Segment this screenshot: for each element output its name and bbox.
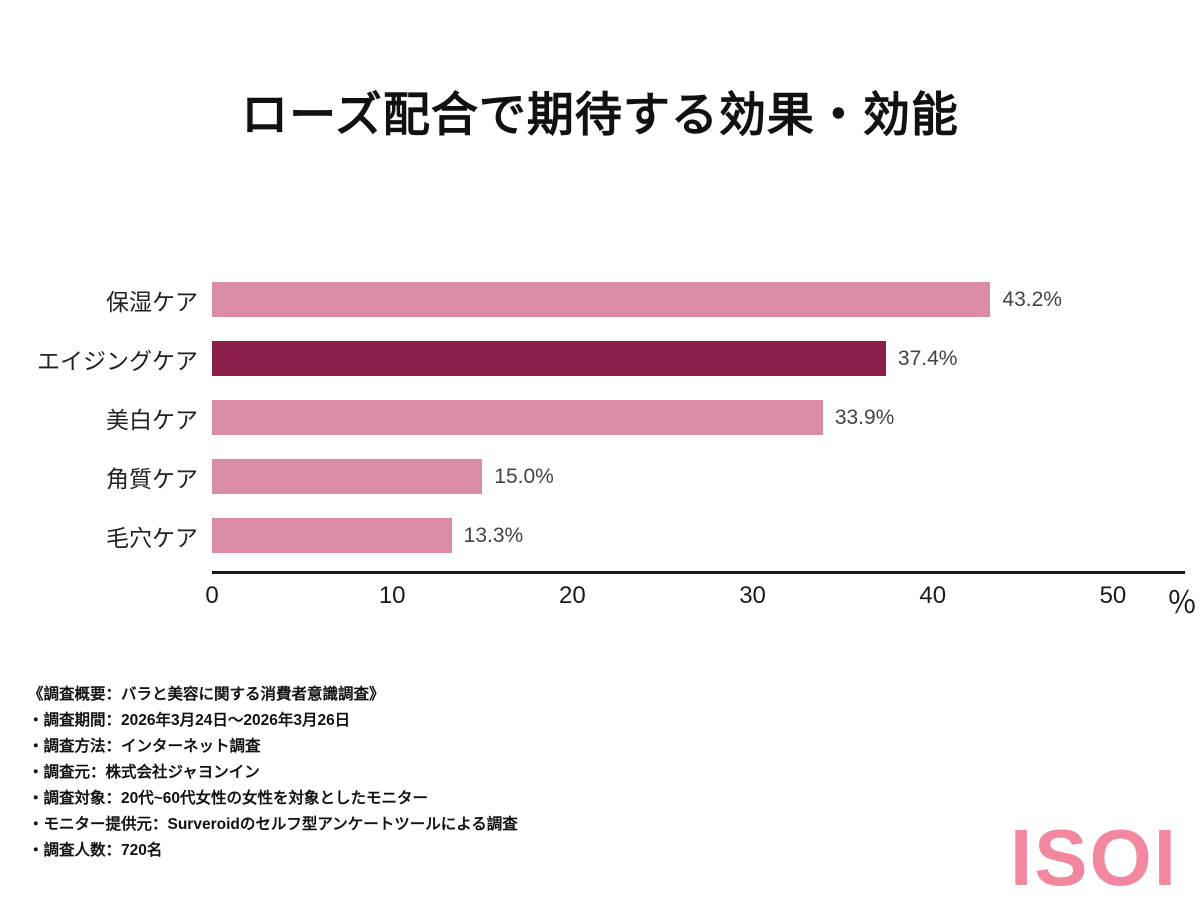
x-axis-line xyxy=(212,571,1185,574)
survey-note-line: ・調査元：株式会社ジャヨンイン xyxy=(28,764,260,781)
value-label: 13.3% xyxy=(463,523,524,547)
bar-row: 保湿ケア 43.2% xyxy=(0,270,1200,329)
bar-track: 13.3% xyxy=(212,518,1185,553)
bar-row: 角質ケア 15.0% xyxy=(0,447,1200,506)
bar-track: 15.0% xyxy=(212,459,1185,494)
x-axis-ticks: ％ 0 10 20 30 40 50 xyxy=(205,574,1197,622)
bar xyxy=(212,282,991,317)
survey-notes: 《調査概要：バラと美容に関する消費者意識調査》 ・調査期間：2026年3月24日〜… xyxy=(28,682,518,864)
category-label: エイジングケア xyxy=(37,347,198,374)
bar-rows: 保湿ケア 43.2% エイジングケア 37.4% 美白ケア 33.9% 角質ケア 15.0% 毛… xyxy=(0,270,1200,565)
bar xyxy=(212,518,452,553)
survey-note-line: ・モニター提供元：Surveroidのセルフ型アンケートツールによる調査 xyxy=(28,816,518,833)
x-axis-unit-label: ％ xyxy=(1167,587,1197,620)
bar-row: エイジングケア 37.4% xyxy=(0,329,1200,388)
category-label: 保湿ケア xyxy=(106,288,198,315)
value-label: 33.9% xyxy=(834,405,895,429)
bar-track: 37.4% xyxy=(212,341,1185,376)
bar-row: 毛穴ケア 13.3% xyxy=(0,506,1200,565)
category-label: 角質ケア xyxy=(106,465,198,492)
bar-track: 43.2% xyxy=(212,282,1185,317)
axis-tick-label: 50 xyxy=(1099,582,1127,609)
category-label: 毛穴ケア xyxy=(106,524,198,551)
page-title: ローズ配合で期待する効果・効能 xyxy=(241,88,959,141)
survey-note-line: ・調査人数：720名 xyxy=(28,842,163,859)
value-label: 15.0% xyxy=(494,464,554,488)
value-label: 37.4% xyxy=(897,346,958,370)
bar-track: 33.9% xyxy=(212,400,1185,435)
survey-note-line: 《調査概要：バラと美容に関する消費者意識調査》 xyxy=(28,686,385,703)
bar xyxy=(212,459,483,494)
bar-chart: 保湿ケア 43.2% エイジングケア 37.4% 美白ケア 33.9% 角質ケア 15.0% 毛… xyxy=(0,270,1200,622)
axis-tick-label: 30 xyxy=(739,582,766,609)
axis-tick-label: 20 xyxy=(559,582,586,609)
bar xyxy=(212,341,886,376)
bar xyxy=(212,400,823,435)
survey-note-line: ・調査期間：2026年3月24日〜2026年3月26日 xyxy=(28,712,351,729)
axis-tick-label: 10 xyxy=(378,582,406,609)
axis-tick-label: 40 xyxy=(919,582,947,609)
survey-note-line: ・調査対象：20代~60代女性の女性を対象としたモニター xyxy=(28,790,429,807)
bar-row: 美白ケア 33.9% xyxy=(0,388,1200,447)
brand-logo: ISOI xyxy=(1009,813,1178,900)
value-label: 43.2% xyxy=(1002,287,1062,311)
axis-tick-label: 0 xyxy=(205,582,219,609)
survey-note-line: ・調査方法：インターネット調査 xyxy=(28,738,261,755)
category-label: 美白ケア xyxy=(106,406,198,433)
